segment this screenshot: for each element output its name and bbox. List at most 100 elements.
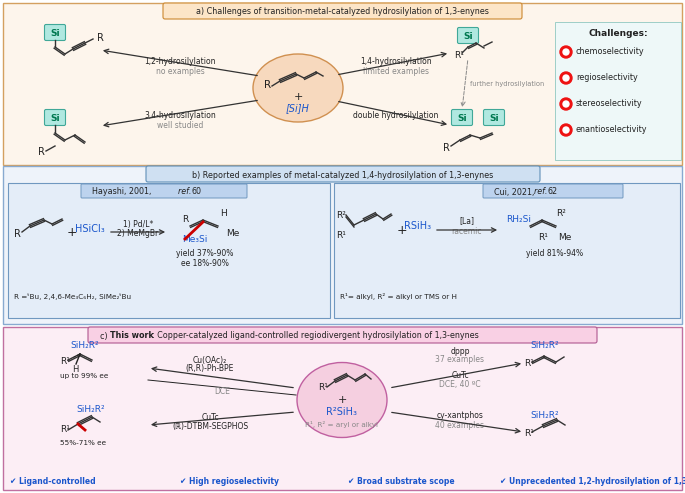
Text: [La]: [La] [460, 216, 475, 225]
Text: R¹= alkyl, R² = alkyl or TMS or H: R¹= alkyl, R² = alkyl or TMS or H [340, 292, 457, 300]
Text: a) Challenges of transition-metal-catalyzed hydrosilylation of 1,3-enynes: a) Challenges of transition-metal-cataly… [195, 7, 488, 16]
Text: (ℝ)-DTBM-SEGPHOS: (ℝ)-DTBM-SEGPHOS [172, 423, 248, 431]
Bar [555, 22, 681, 160]
Text: Si: Si [50, 29, 60, 38]
Text: 62: 62 [548, 187, 558, 197]
Text: R¹: R¹ [60, 425, 70, 434]
Text: : Copper-catalyzed ligand-controlled regiodivergent hydrosilylation of 1,3-enyne: : Copper-catalyzed ligand-controlled reg… [152, 331, 479, 341]
Text: +: + [397, 223, 408, 237]
Text: Me: Me [558, 234, 572, 243]
Circle shape [560, 124, 572, 136]
Text: H: H [72, 364, 78, 374]
Text: 55%-71% ee: 55%-71% ee [60, 440, 106, 446]
Text: 2) MeMgBr: 2) MeMgBr [117, 228, 159, 238]
Text: DCE: DCE [214, 387, 230, 396]
FancyBboxPatch shape [483, 184, 623, 198]
Text: CuTc: CuTc [451, 371, 469, 380]
FancyBboxPatch shape [484, 109, 504, 126]
Text: 37 examples: 37 examples [436, 355, 484, 364]
Text: well studied: well studied [157, 121, 203, 131]
Text: R²: R² [336, 211, 346, 220]
Text: limited examples: limited examples [363, 67, 429, 75]
Text: ✔ Unprecedented 1,2-hydrosilylation of 1,3-enynes: ✔ Unprecedented 1,2-hydrosilylation of 1… [500, 478, 685, 487]
Text: 3,4-hydrosilylation: 3,4-hydrosilylation [144, 111, 216, 120]
Text: DCE, 40 ºC: DCE, 40 ºC [439, 380, 481, 388]
Circle shape [563, 75, 569, 81]
Text: yield 81%-94%: yield 81%-94% [527, 249, 584, 258]
Circle shape [563, 101, 569, 107]
Text: Si: Si [463, 32, 473, 41]
Text: SiH₂R²: SiH₂R² [530, 412, 559, 421]
FancyBboxPatch shape [451, 109, 473, 126]
Text: Hayashi, 2001,: Hayashi, 2001, [92, 187, 154, 197]
Bar [3, 3, 682, 165]
Text: yield 37%-90%: yield 37%-90% [176, 249, 234, 258]
Text: regioselectivity: regioselectivity [576, 73, 638, 82]
Text: ✔ Ligand-controlled: ✔ Ligand-controlled [10, 478, 96, 487]
Text: c): c) [100, 331, 110, 341]
Text: 1,4-hydrosilylation: 1,4-hydrosilylation [360, 58, 432, 67]
Text: 60: 60 [192, 187, 202, 197]
FancyBboxPatch shape [163, 3, 522, 19]
Ellipse shape [253, 54, 343, 122]
Circle shape [563, 127, 569, 133]
Text: Me₃Si: Me₃Si [182, 236, 208, 245]
Text: racemic: racemic [451, 226, 482, 236]
Text: chemoselectivity: chemoselectivity [576, 47, 645, 57]
Text: +: + [293, 92, 303, 102]
Bar [8, 183, 330, 318]
Text: This work: This work [110, 331, 154, 341]
Circle shape [560, 46, 572, 58]
Text: SiH₂R²: SiH₂R² [530, 342, 559, 351]
Text: Si: Si [50, 114, 60, 123]
Text: double hydrosilylation: double hydrosilylation [353, 111, 438, 120]
Bar [3, 327, 682, 490]
Text: up to 99% ee: up to 99% ee [60, 373, 108, 379]
Text: [Si]H: [Si]H [286, 103, 310, 113]
Text: R¹: R¹ [454, 50, 464, 60]
Text: Si: Si [457, 114, 466, 123]
Text: ee 18%-90%: ee 18%-90% [181, 258, 229, 268]
Text: 1,2-hydrosilylation: 1,2-hydrosilylation [145, 58, 216, 67]
Text: stereoselectivity: stereoselectivity [576, 100, 643, 108]
Ellipse shape [297, 362, 387, 437]
Text: R²: R² [556, 210, 566, 218]
Text: 1) Pd/L*: 1) Pd/L* [123, 219, 153, 228]
Bar [3, 166, 682, 324]
Text: enantioselectivity: enantioselectivity [576, 126, 647, 135]
Text: Me: Me [226, 230, 239, 239]
FancyBboxPatch shape [45, 25, 66, 40]
Text: R¹: R¹ [336, 232, 346, 241]
Text: SiH₂R²: SiH₂R² [76, 406, 105, 415]
Text: b) Reported examples of metal-catalyzed 1,4-hydrosilylation of 1,3-enynes: b) Reported examples of metal-catalyzed … [192, 171, 494, 179]
Text: R: R [443, 143, 450, 153]
Text: no examples: no examples [155, 67, 204, 75]
FancyBboxPatch shape [458, 28, 479, 43]
Text: (R,R)-Ph-BPE: (R,R)-Ph-BPE [186, 364, 234, 374]
Text: +: + [337, 395, 347, 405]
Text: HSiCl₃: HSiCl₃ [75, 224, 105, 234]
Text: R¹: R¹ [318, 383, 328, 391]
Text: R¹, R² = aryl or alkyl: R¹, R² = aryl or alkyl [306, 421, 379, 427]
Text: ✔ Broad substrate scope: ✔ Broad substrate scope [348, 478, 455, 487]
Text: Challenges:: Challenges: [588, 29, 648, 37]
Text: 40 examples: 40 examples [436, 421, 484, 429]
Text: R: R [264, 80, 271, 90]
FancyBboxPatch shape [81, 184, 247, 198]
Text: R: R [182, 215, 188, 224]
Text: Cu(OAc)₂: Cu(OAc)₂ [193, 355, 227, 364]
Text: cy-xantphos: cy-xantphos [436, 412, 484, 421]
Text: R¹: R¹ [524, 359, 534, 368]
Text: ref.: ref. [534, 187, 550, 197]
Text: Si: Si [489, 114, 499, 123]
Text: Cui, 2021,: Cui, 2021, [494, 187, 537, 197]
Text: CuTc: CuTc [201, 414, 219, 423]
Text: dppp: dppp [450, 347, 470, 355]
Text: RSiH₃: RSiH₃ [404, 221, 432, 231]
Text: ✔ High regioselectivity: ✔ High regioselectivity [180, 478, 279, 487]
Text: H: H [220, 210, 227, 218]
Text: R: R [97, 33, 104, 43]
Text: ref.: ref. [178, 187, 194, 197]
Text: further hydrosilylation: further hydrosilylation [470, 81, 544, 87]
Text: RH₂Si: RH₂Si [506, 215, 531, 224]
